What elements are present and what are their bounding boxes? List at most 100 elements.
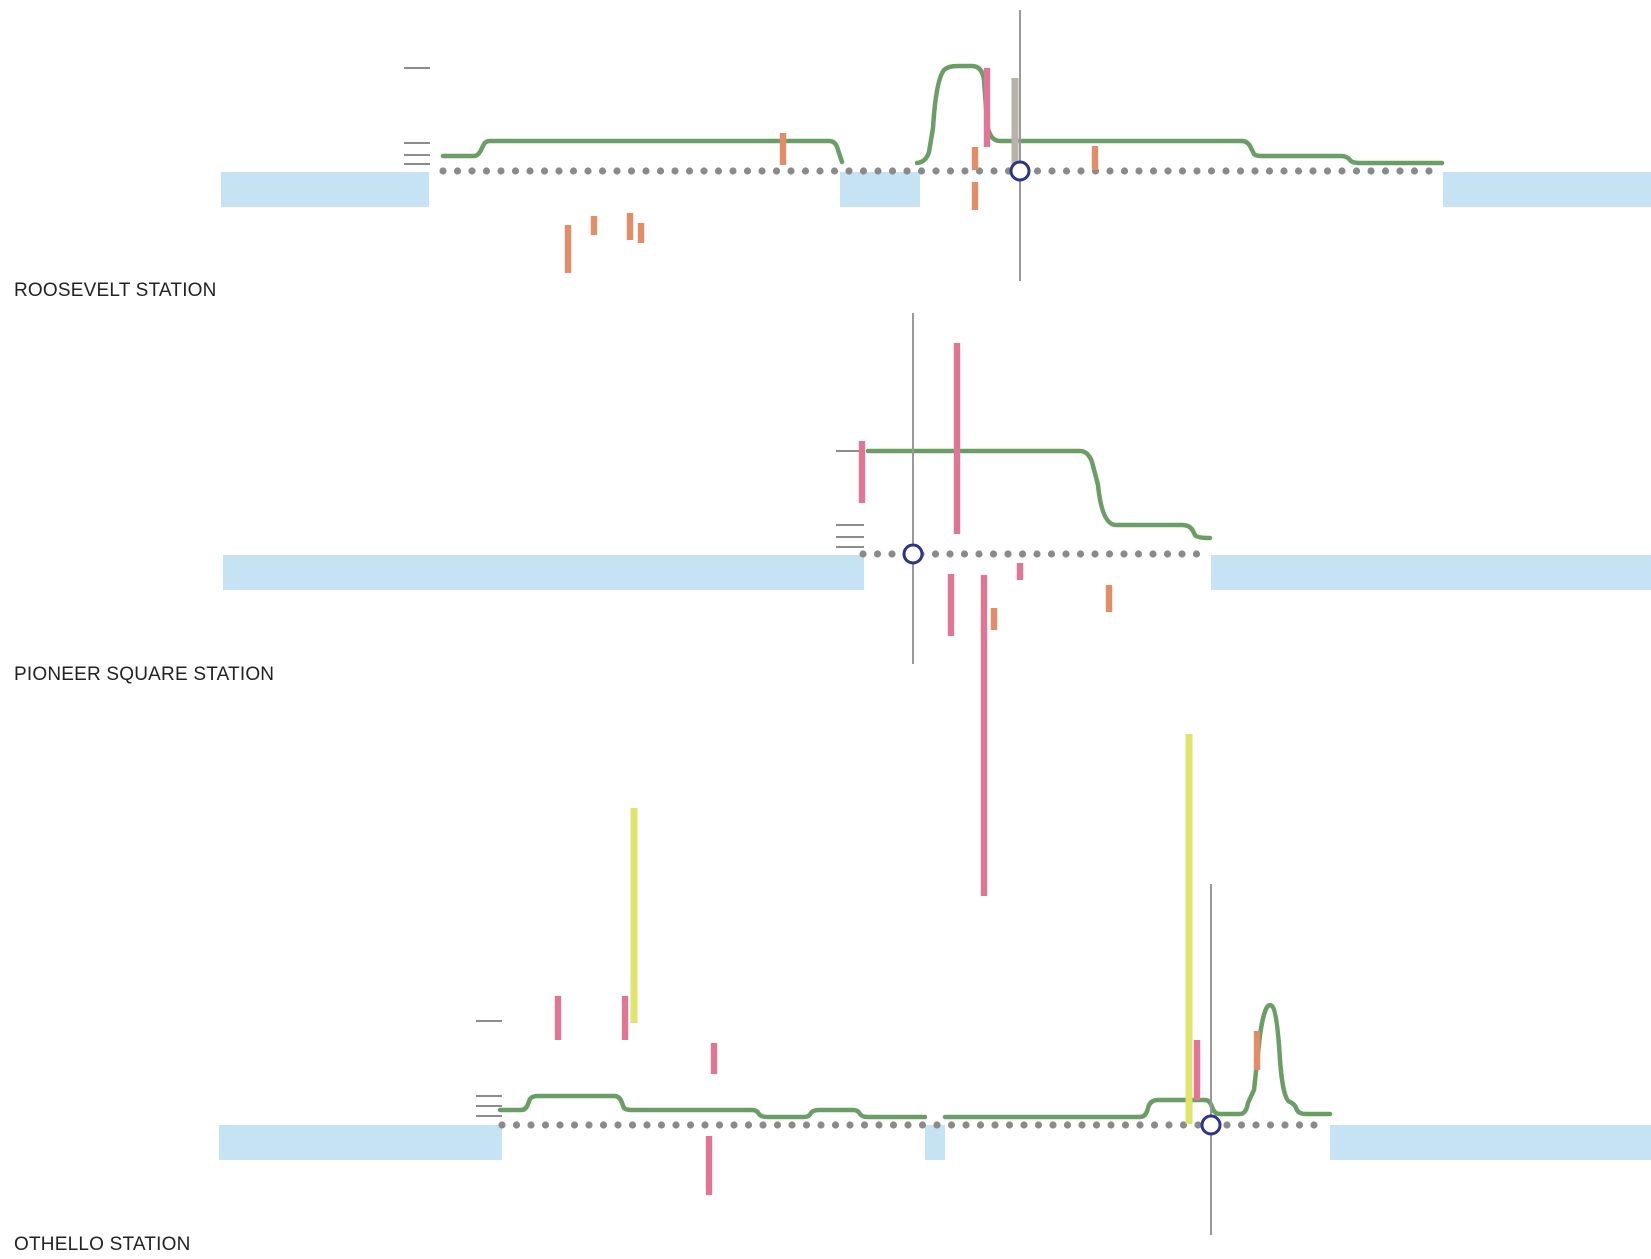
cursor-ring <box>1200 1114 1222 1136</box>
track-dot <box>1062 167 1071 175</box>
track-dot <box>497 167 505 175</box>
track-dot <box>1165 1121 1173 1129</box>
track-dot <box>672 1121 680 1129</box>
track-dot <box>961 167 969 175</box>
track-dot <box>917 167 926 175</box>
track-dot <box>1150 1121 1159 1129</box>
marker-bar <box>779 133 787 165</box>
track-dot <box>860 1121 869 1129</box>
track-dot <box>701 1121 709 1129</box>
track-dot <box>1049 1121 1057 1129</box>
track-dot <box>1323 167 1332 175</box>
track-dot <box>1135 167 1143 175</box>
profile-line <box>440 63 1445 166</box>
track-dot <box>1078 1121 1086 1129</box>
track-dot <box>830 167 839 175</box>
track-dot <box>715 1121 724 1129</box>
track-dot <box>599 1121 608 1129</box>
track-dot <box>1310 1121 1318 1129</box>
marker-bar <box>705 1136 713 1195</box>
track-dot <box>1105 550 1114 558</box>
track-dot <box>714 167 723 175</box>
track-dot <box>1034 1121 1043 1129</box>
platform-segment <box>1211 555 1651 590</box>
track-dot <box>947 1121 956 1129</box>
platform-segment <box>840 172 920 207</box>
track-dot <box>569 167 578 175</box>
track-dot <box>1077 167 1085 175</box>
station-label-othello: OTHELLO STATION <box>14 1234 191 1255</box>
track-dot <box>1120 550 1128 558</box>
track-dot <box>1352 167 1361 175</box>
marker-bar <box>947 574 955 636</box>
track-dot <box>990 167 998 175</box>
marker-bar <box>630 808 638 1023</box>
track-dot <box>1207 167 1216 175</box>
track-dot <box>498 1121 506 1129</box>
track-dot <box>627 167 636 175</box>
track-dot <box>1309 167 1317 175</box>
track-dot <box>1178 167 1187 175</box>
track-dot <box>1381 167 1390 175</box>
track-dot <box>962 1121 970 1129</box>
track-dot <box>758 167 766 175</box>
track-dot <box>1163 550 1172 558</box>
platform-segment <box>223 555 864 590</box>
track-dot <box>1222 167 1230 175</box>
track-dot <box>585 1121 593 1129</box>
track-dot <box>1107 1121 1115 1129</box>
marker-bar <box>858 441 866 503</box>
track-dot <box>1121 1121 1130 1129</box>
track-dot <box>931 550 940 558</box>
track-dot <box>991 1121 999 1129</box>
track-dot <box>903 167 911 175</box>
track-dot <box>453 167 462 175</box>
track-dot <box>1265 167 1274 175</box>
track-dot <box>685 167 694 175</box>
station-label-pioneer-square: PIONEER SQUARE STATION <box>14 664 275 685</box>
marker-bar <box>983 68 991 147</box>
track-dot <box>1076 550 1085 558</box>
track-dot <box>1266 1121 1275 1129</box>
track-dot <box>1134 550 1143 558</box>
track-dot <box>511 167 520 175</box>
marker-bar <box>1253 1031 1261 1070</box>
track-dot <box>873 550 882 558</box>
track-dot <box>657 1121 666 1129</box>
platform-segment <box>221 172 429 207</box>
marker-bar <box>564 225 572 273</box>
track-dot <box>817 1121 825 1129</box>
track-dot <box>802 1121 811 1129</box>
cursor-ring <box>1009 160 1031 182</box>
marker-bar <box>980 575 988 896</box>
track-dot <box>613 167 621 175</box>
track-dot <box>801 167 810 175</box>
track-dot <box>1033 167 1042 175</box>
cursor-ring <box>902 543 924 565</box>
track-dot <box>946 167 955 175</box>
marker-bar <box>1105 585 1113 612</box>
track-dot <box>888 550 896 558</box>
track-dot <box>859 167 868 175</box>
track-dot <box>730 1121 738 1129</box>
track-dot <box>1106 167 1114 175</box>
track-dot <box>1149 167 1158 175</box>
track-dot <box>555 167 563 175</box>
station-label-roosevelt: ROOSEVELT STATION <box>14 280 217 301</box>
track-dot <box>933 1121 941 1129</box>
track-dot <box>1294 167 1303 175</box>
track-dot <box>918 1121 927 1129</box>
marker-bar <box>637 223 645 243</box>
track-dot <box>1136 1121 1144 1129</box>
track-dot <box>773 1121 782 1129</box>
track-dot <box>946 550 954 558</box>
track-dot <box>960 550 969 558</box>
track-dot <box>759 1121 767 1129</box>
track-dot <box>976 1121 985 1129</box>
track-dot <box>628 1121 637 1129</box>
track-dot <box>1252 1121 1260 1129</box>
platform-segment <box>925 1125 945 1160</box>
marker-bar <box>1185 734 1193 1124</box>
track-dot <box>526 167 534 175</box>
track-dot <box>540 167 549 175</box>
